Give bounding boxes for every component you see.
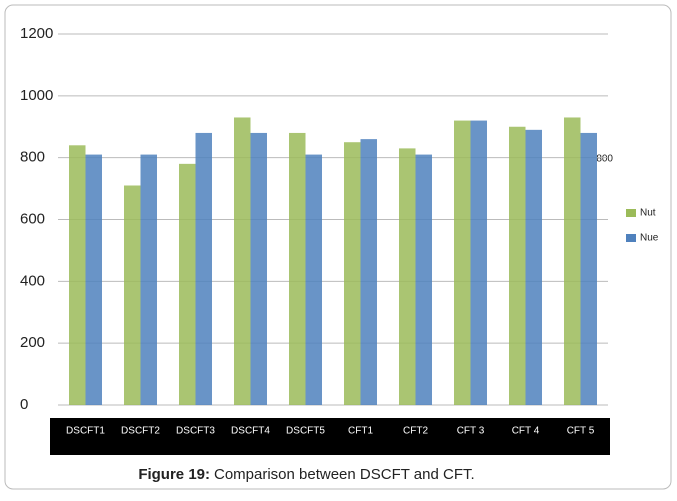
bar [196,133,213,405]
bar [454,121,471,405]
bar [416,155,433,405]
y-tick-label: 0 [20,396,28,413]
bar [69,145,86,405]
bar [526,130,543,405]
y-tick-label: 200 [20,334,45,351]
bar [124,185,141,405]
y-tick-label: 400 [20,272,45,289]
bar [361,139,378,405]
legend-swatch [626,209,636,217]
legend-swatch [626,234,636,242]
x-tick-label: DSCFT5 [286,426,325,437]
bar [289,133,306,405]
x-tick-label: DSCFT4 [231,426,270,437]
x-tick-label: DSCFT3 [176,426,215,437]
bar [306,155,323,405]
bar [344,142,361,405]
x-tick-label: CFT 5 [567,426,595,437]
legend-label: Nut [640,208,656,219]
y-tick-label: 800 [20,149,45,166]
bar [86,155,103,405]
chart: 800 Figure 19: Comparison between DSCFT … [0,0,677,496]
bar [581,133,598,405]
bar [234,117,251,405]
caption: Comparison between DSCFT and CFT. [214,466,475,483]
bar [509,127,526,405]
bar [251,133,268,405]
annotation: 800 [596,154,613,165]
x-tick-label: DSCFT2 [121,426,160,437]
bar [141,155,158,405]
bar [564,117,581,405]
x-tick-label: DSCFT1 [66,426,105,437]
y-tick-label: 1200 [20,25,53,42]
x-tick-label: CFT2 [403,426,428,437]
bar [179,164,196,405]
x-tick-label: CFT 3 [457,426,485,437]
bar [471,121,488,405]
x-tick-label: CFT1 [348,426,373,437]
y-tick-label: 1000 [20,87,53,104]
y-tick-label: 600 [20,210,45,227]
caption-label: Figure 19: [138,466,210,483]
bar [399,148,416,405]
legend-label: Nue [640,233,659,244]
x-tick-label: CFT 4 [512,426,540,437]
